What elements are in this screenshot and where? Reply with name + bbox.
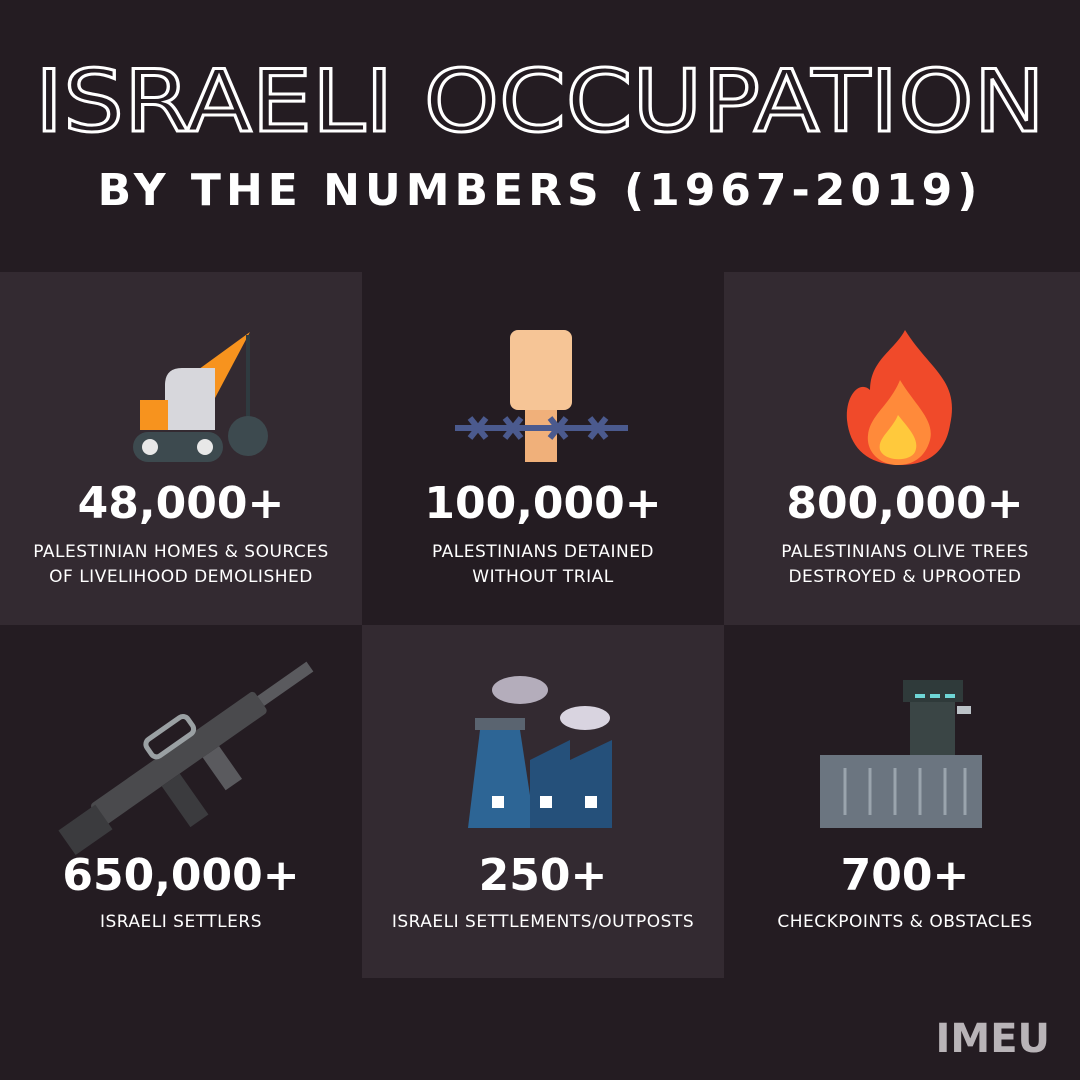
stat-label: CHECKPOINTS & OBSTACLES [777, 912, 1033, 932]
title-text: ISRAELI OCCUPATION [35, 52, 1045, 148]
title-svg: ISRAELI OCCUPATION [34, 51, 1047, 149]
stat: 100,000+ [424, 478, 662, 529]
rifle-icon [58, 661, 314, 856]
stat-label: PALESTINIANS OLIVE TREES [781, 542, 1029, 562]
stat-label: PALESTINIANS DETAINED [431, 542, 655, 562]
fist-icon [455, 330, 628, 462]
stat: 48,000+ [77, 478, 285, 529]
stat-label: PALESTINIAN HOMES & SOURCES [33, 542, 329, 562]
checkpoint-icon [820, 680, 982, 828]
excavator-icon [133, 332, 268, 462]
title: ISRAELI OCCUPATION [0, 48, 1080, 149]
stat-label: ISRAELI SETTLERS [99, 912, 262, 932]
stat: 700+ [840, 850, 970, 901]
fire-icon [846, 330, 952, 465]
stat-label: ISRAELI SETTLEMENTS/OUTPOSTS [391, 912, 695, 932]
factory-icon [468, 676, 612, 828]
stat: 250+ [478, 850, 608, 901]
stat-label: DESTROYED & UPROOTED [788, 567, 1022, 587]
stat-label: OF LIVELIHOOD DEMOLISHED [49, 567, 313, 587]
stat: 800,000+ [786, 478, 1024, 529]
logo: IMEU [935, 1016, 1051, 1062]
subtitle: BY THE NUMBERS (1967-2019) [97, 165, 983, 216]
stat: 650,000+ [62, 850, 300, 901]
stat-label: WITHOUT TRIAL [472, 567, 614, 587]
